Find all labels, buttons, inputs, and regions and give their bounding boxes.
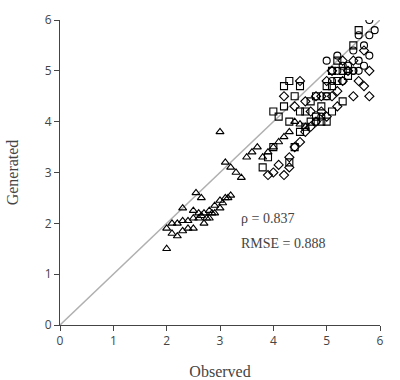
svg-text:Observed: Observed [189, 363, 250, 380]
svg-text:2: 2 [45, 215, 52, 232]
svg-text:Generated: Generated [4, 140, 21, 206]
svg-text:6: 6 [45, 11, 52, 28]
svg-text:4: 4 [45, 113, 52, 130]
svg-text:ρ = 0.837: ρ = 0.837 [241, 211, 294, 226]
svg-text:1: 1 [45, 265, 52, 282]
svg-text:2: 2 [163, 332, 170, 349]
svg-text:0: 0 [45, 316, 52, 333]
svg-text:1: 1 [110, 332, 117, 349]
svg-text:3: 3 [45, 164, 52, 181]
svg-text:RMSE = 0.888: RMSE = 0.888 [241, 236, 326, 251]
svg-text:0: 0 [57, 332, 64, 349]
svg-text:5: 5 [45, 62, 52, 79]
svg-text:3: 3 [217, 332, 224, 349]
svg-text:4: 4 [270, 332, 277, 349]
svg-text:5: 5 [323, 332, 330, 349]
svg-text:6: 6 [377, 332, 384, 349]
